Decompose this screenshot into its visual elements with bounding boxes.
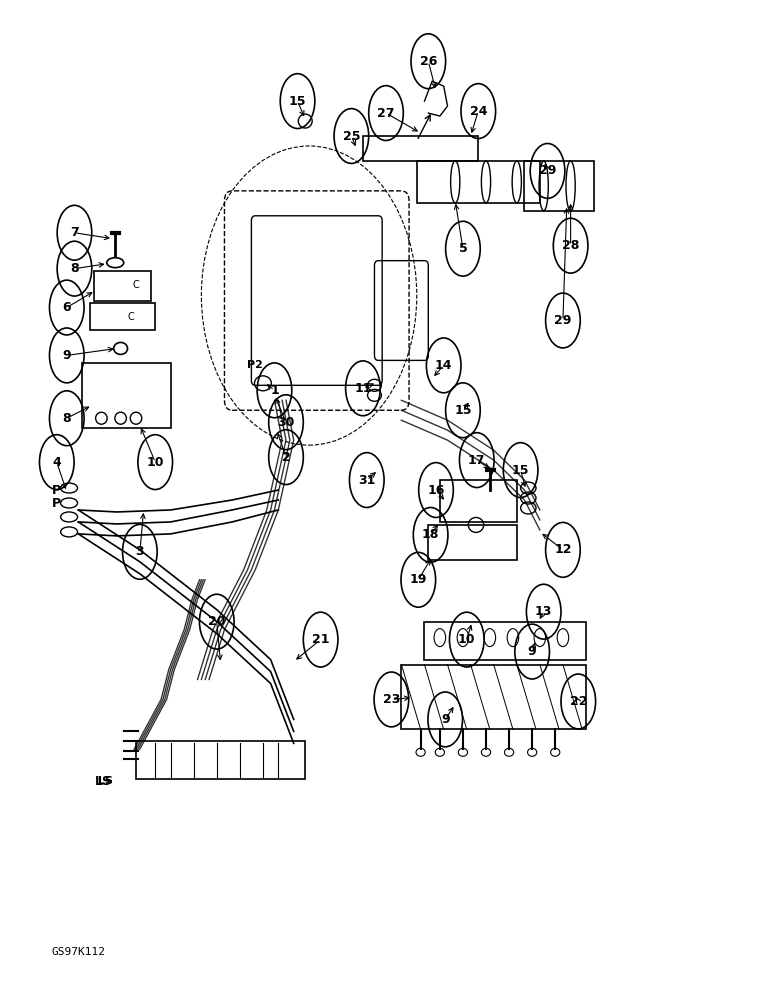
Text: 16: 16 [428,484,445,497]
Text: 9: 9 [63,349,71,362]
Text: 17: 17 [468,454,486,467]
Text: P: P [52,484,61,497]
Text: 30: 30 [277,416,295,429]
Text: 29: 29 [554,314,571,327]
Text: 10: 10 [147,456,164,469]
Text: 25: 25 [343,130,360,143]
Text: LS: LS [94,775,111,788]
Text: 31: 31 [358,474,375,487]
Text: 7: 7 [70,226,79,239]
Text: C: C [133,280,140,290]
Text: 9: 9 [528,645,537,658]
Text: 6: 6 [63,301,71,314]
Text: 29: 29 [539,164,556,177]
Text: 13: 13 [535,605,553,618]
Text: LS: LS [98,776,113,786]
Text: 3: 3 [136,545,144,558]
Text: C: C [127,312,134,322]
Text: P2: P2 [247,360,263,370]
Text: 23: 23 [383,693,400,706]
Text: 26: 26 [420,55,437,68]
Text: 18: 18 [422,528,439,541]
Text: 14: 14 [435,359,452,372]
Text: 8: 8 [70,262,79,275]
Text: 8: 8 [63,412,71,425]
Text: 5: 5 [459,242,467,255]
Text: 15: 15 [289,95,306,108]
Text: GS97K112: GS97K112 [52,947,106,957]
Text: 9: 9 [441,713,449,726]
Text: P: P [52,497,61,510]
Text: 2: 2 [282,451,290,464]
Text: 12: 12 [554,543,572,556]
Text: 15: 15 [454,404,472,417]
Text: 20: 20 [208,615,225,628]
Text: 21: 21 [312,633,330,646]
Text: 1: 1 [270,384,279,397]
Text: 24: 24 [469,105,487,118]
Text: 22: 22 [570,695,587,708]
Text: 4: 4 [52,456,61,469]
Text: 28: 28 [562,239,579,252]
Text: 19: 19 [410,573,427,586]
Text: 10: 10 [458,633,476,646]
Text: 11: 11 [354,382,371,395]
Text: 15: 15 [512,464,530,477]
Text: 27: 27 [378,107,394,120]
